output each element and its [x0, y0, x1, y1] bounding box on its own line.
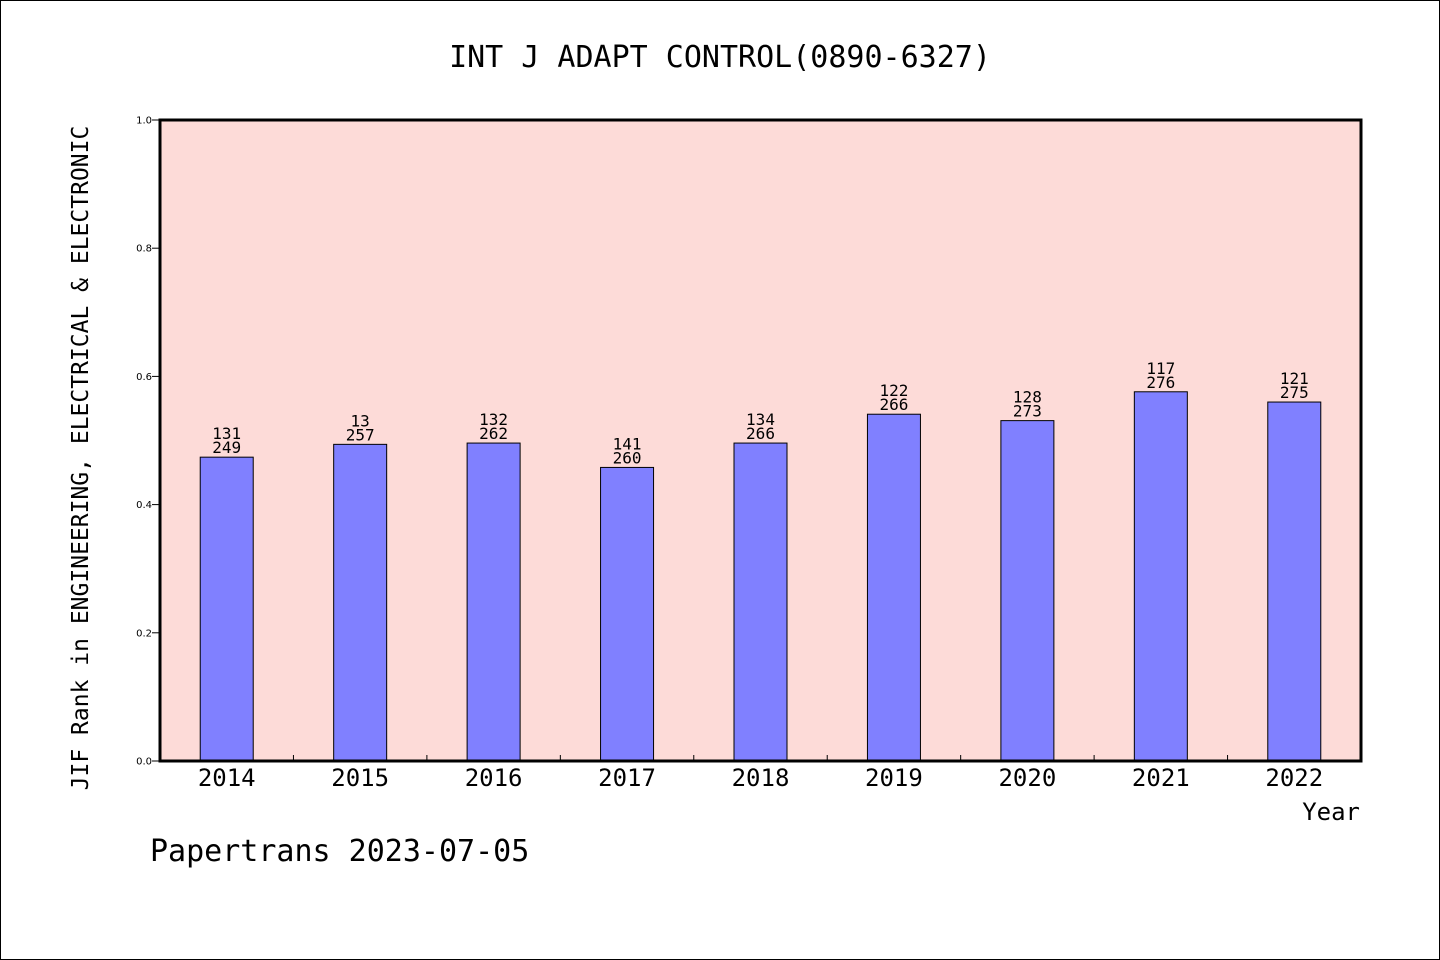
y-tick-label: 0.6: [136, 372, 152, 383]
x-tick-label: 2014: [198, 764, 256, 792]
x-tick-label: 2015: [331, 764, 389, 792]
rank-label: 121: [1280, 369, 1309, 388]
bar-2016: [466, 442, 521, 762]
x-axis: 2014 2015 2016 2017 2018 2019 2020 2021 2022: [198, 755, 1323, 792]
bar-2022: [1267, 401, 1322, 762]
total-label: 266: [879, 395, 908, 414]
total-label: 249: [212, 438, 241, 457]
total-label: 276: [1146, 373, 1175, 392]
plot-border: [158, 118, 1363, 763]
footer-credit: Papertrans 2023-07-05: [150, 834, 530, 869]
y-tick-label: 0.4: [136, 500, 152, 511]
rank-label: 131: [212, 424, 241, 443]
y-tick-label: 0.8: [136, 244, 152, 255]
x-tick-label: 2017: [598, 764, 656, 792]
bar-2018: [733, 442, 788, 762]
x-tick-label: 2018: [732, 764, 790, 792]
x-tick-label: 2020: [998, 764, 1056, 792]
rank-label: 13: [351, 411, 370, 430]
rank-label: 117: [1146, 359, 1175, 378]
total-label: 273: [1013, 402, 1042, 421]
total-label: 275: [1280, 383, 1309, 402]
x-tick-label: 2022: [1265, 764, 1323, 792]
bar-2021: [1133, 391, 1188, 762]
bar-2014: [199, 456, 254, 762]
total-label: 257: [346, 425, 375, 444]
rank-label: 141: [613, 434, 642, 453]
rank-label: 132: [479, 410, 508, 429]
x-tick-label: 2016: [465, 764, 523, 792]
total-label: 262: [479, 424, 508, 443]
x-tick-label: 2019: [865, 764, 923, 792]
y-tick-label: 1.0: [136, 116, 152, 127]
total-label: 260: [613, 448, 642, 467]
rank-label: 128: [1013, 388, 1042, 407]
y-axis-label: JIF Rank in ENGINEERING, ELECTRICAL & EL…: [68, 126, 94, 791]
bar-2020: [1000, 420, 1055, 762]
rank-label: 134: [746, 410, 775, 429]
total-label: 266: [746, 424, 775, 443]
x-tick-label: 2021: [1132, 764, 1190, 792]
x-axis-label: Year: [1302, 798, 1360, 826]
bar-2015: [333, 443, 388, 762]
y-axis: 0.0 0.2 0.4 0.6 0.8 1.0: [136, 116, 160, 768]
y-tick-label: 0.0: [136, 757, 152, 768]
rank-label: 122: [879, 381, 908, 400]
bar-2017: [600, 466, 655, 762]
bars: [199, 391, 1322, 762]
y-tick-label: 0.2: [136, 628, 152, 639]
chart-title: INT J ADAPT CONTROL(0890-6327): [449, 40, 991, 75]
bar-2019: [866, 413, 921, 762]
